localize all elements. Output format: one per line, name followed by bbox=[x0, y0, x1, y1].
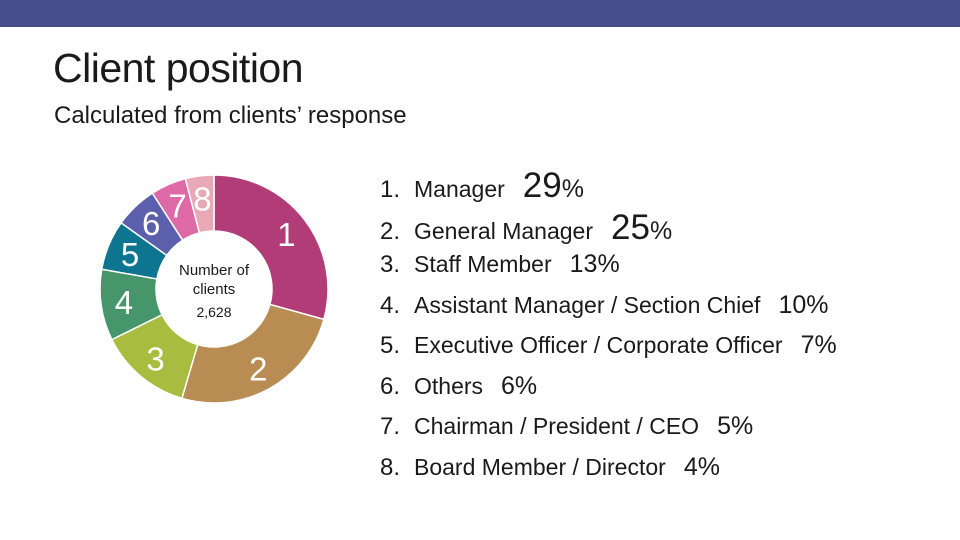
center-label-line-2: clients bbox=[193, 281, 236, 298]
page-subtitle: Calculated from clients’ response bbox=[54, 102, 407, 129]
center-total: 2,628 bbox=[196, 304, 231, 320]
legend-item-number: 7. bbox=[380, 413, 401, 440]
slice-label-5: 5 bbox=[121, 236, 139, 273]
slice-label-1: 1 bbox=[277, 216, 295, 253]
legend-item-percent: 13% bbox=[569, 250, 620, 278]
legend-item-number: 8. bbox=[380, 453, 401, 481]
page-title: Client position bbox=[53, 45, 304, 91]
legend-item-label: Staff Member bbox=[414, 251, 552, 277]
legend-item-percent: 7% bbox=[800, 331, 837, 359]
legend-item-number: 4. bbox=[380, 291, 401, 319]
legend-item: 4. Assistant Manager / Section Chief 10% bbox=[380, 291, 837, 332]
legend-item-percent: 6% bbox=[501, 371, 538, 400]
legend-item-label: General Manager bbox=[414, 218, 593, 244]
legend-item-percent: 10% bbox=[778, 290, 829, 319]
legend-item: 7. Chairman / President / CEO 5% bbox=[380, 412, 837, 453]
slice-label-4: 4 bbox=[115, 284, 133, 321]
legend-item-label: Others bbox=[414, 372, 484, 399]
legend: 1. Manager 29% 2. General Manager 25% 3. Staff … bbox=[380, 166, 837, 493]
legend-item: 5. Executive Officer / Corporate Officer 7… bbox=[380, 331, 837, 372]
legend-item: 1. Manager 29% bbox=[380, 166, 837, 208]
legend-item-number: 3. bbox=[380, 251, 401, 278]
slice-8 bbox=[184, 174, 215, 234]
slice-1 bbox=[213, 174, 329, 321]
slice-label-6: 6 bbox=[142, 205, 160, 242]
legend-item: 2. General Manager 25% bbox=[380, 208, 837, 250]
legend-item-label: Executive Officer / Corporate Officer bbox=[414, 332, 783, 358]
legend-item-label: Board Member / Director bbox=[414, 453, 666, 480]
legend-item-number: 5. bbox=[380, 332, 401, 359]
center-label-line-1: Number of bbox=[179, 262, 250, 279]
legend-item-number: 2. bbox=[380, 218, 401, 245]
top-banner bbox=[0, 0, 960, 27]
legend-item: 8. Board Member / Director 4% bbox=[380, 453, 837, 494]
legend-item-percent: 4% bbox=[683, 452, 720, 481]
slice-label-7: 7 bbox=[168, 188, 186, 225]
slice-label-3: 3 bbox=[146, 341, 164, 378]
legend-item-number: 6. bbox=[380, 372, 401, 400]
legend-item: 3. Staff Member 13% bbox=[380, 250, 837, 291]
legend-item-percent: 5% bbox=[717, 412, 754, 440]
legend-item: 6. Others 6% bbox=[380, 372, 837, 413]
legend-item-label: Manager bbox=[414, 176, 505, 202]
legend-item-number: 1. bbox=[380, 176, 401, 203]
slice-label-8: 8 bbox=[193, 181, 211, 218]
legend-item-label: Chairman / President / CEO bbox=[414, 413, 700, 439]
slice-label-2: 2 bbox=[249, 351, 267, 388]
legend-item-percent: 29% bbox=[522, 166, 584, 205]
slice-2 bbox=[180, 303, 325, 404]
legend-item-label: Assistant Manager / Section Chief bbox=[414, 291, 761, 318]
legend-item-percent: 25% bbox=[611, 208, 673, 247]
